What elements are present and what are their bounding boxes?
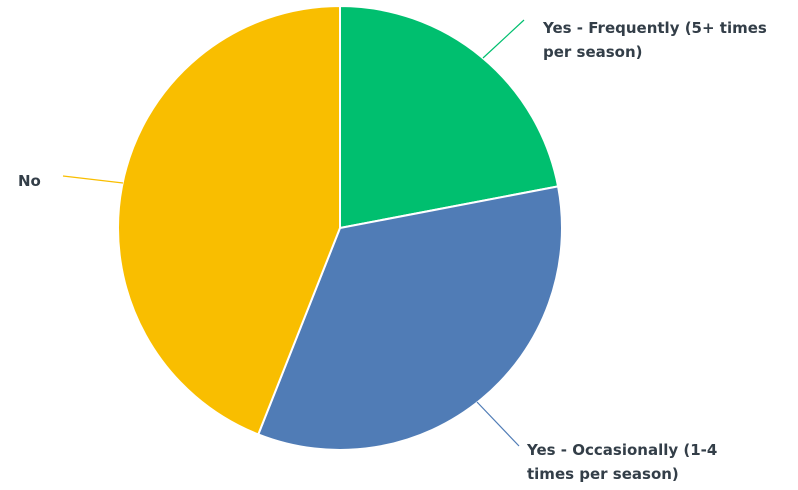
slice-label-line: No [18, 172, 41, 190]
slice-label-line: times per season) [527, 465, 679, 483]
pie-slice-yes-occasionally [256, 185, 563, 451]
slice-labels: Yes - Frequently (5+ times per season)Yes… [18, 19, 767, 483]
slice-label-line: Yes - Frequently (5+ times [542, 19, 767, 37]
slice-label-no: No [18, 172, 41, 190]
leader-line-yes-occasionally [476, 401, 520, 447]
slice-label-line: Yes - Occasionally (1-4 [526, 441, 717, 459]
slice-label-line: per season) [543, 43, 643, 61]
leader-line-yes-frequently [482, 19, 525, 59]
slice-label-yes-frequently: Yes - Frequently (5+ times per season) [542, 19, 767, 61]
slice-label-yes-occasionally: Yes - Occasionally (1-4 times per season) [526, 441, 717, 483]
leader-line-no [62, 175, 124, 184]
leader-lines [62, 19, 525, 447]
pie-slice-yes-frequently [339, 4, 560, 230]
pie-slice-no [117, 4, 341, 436]
pie-slices [117, 4, 563, 451]
